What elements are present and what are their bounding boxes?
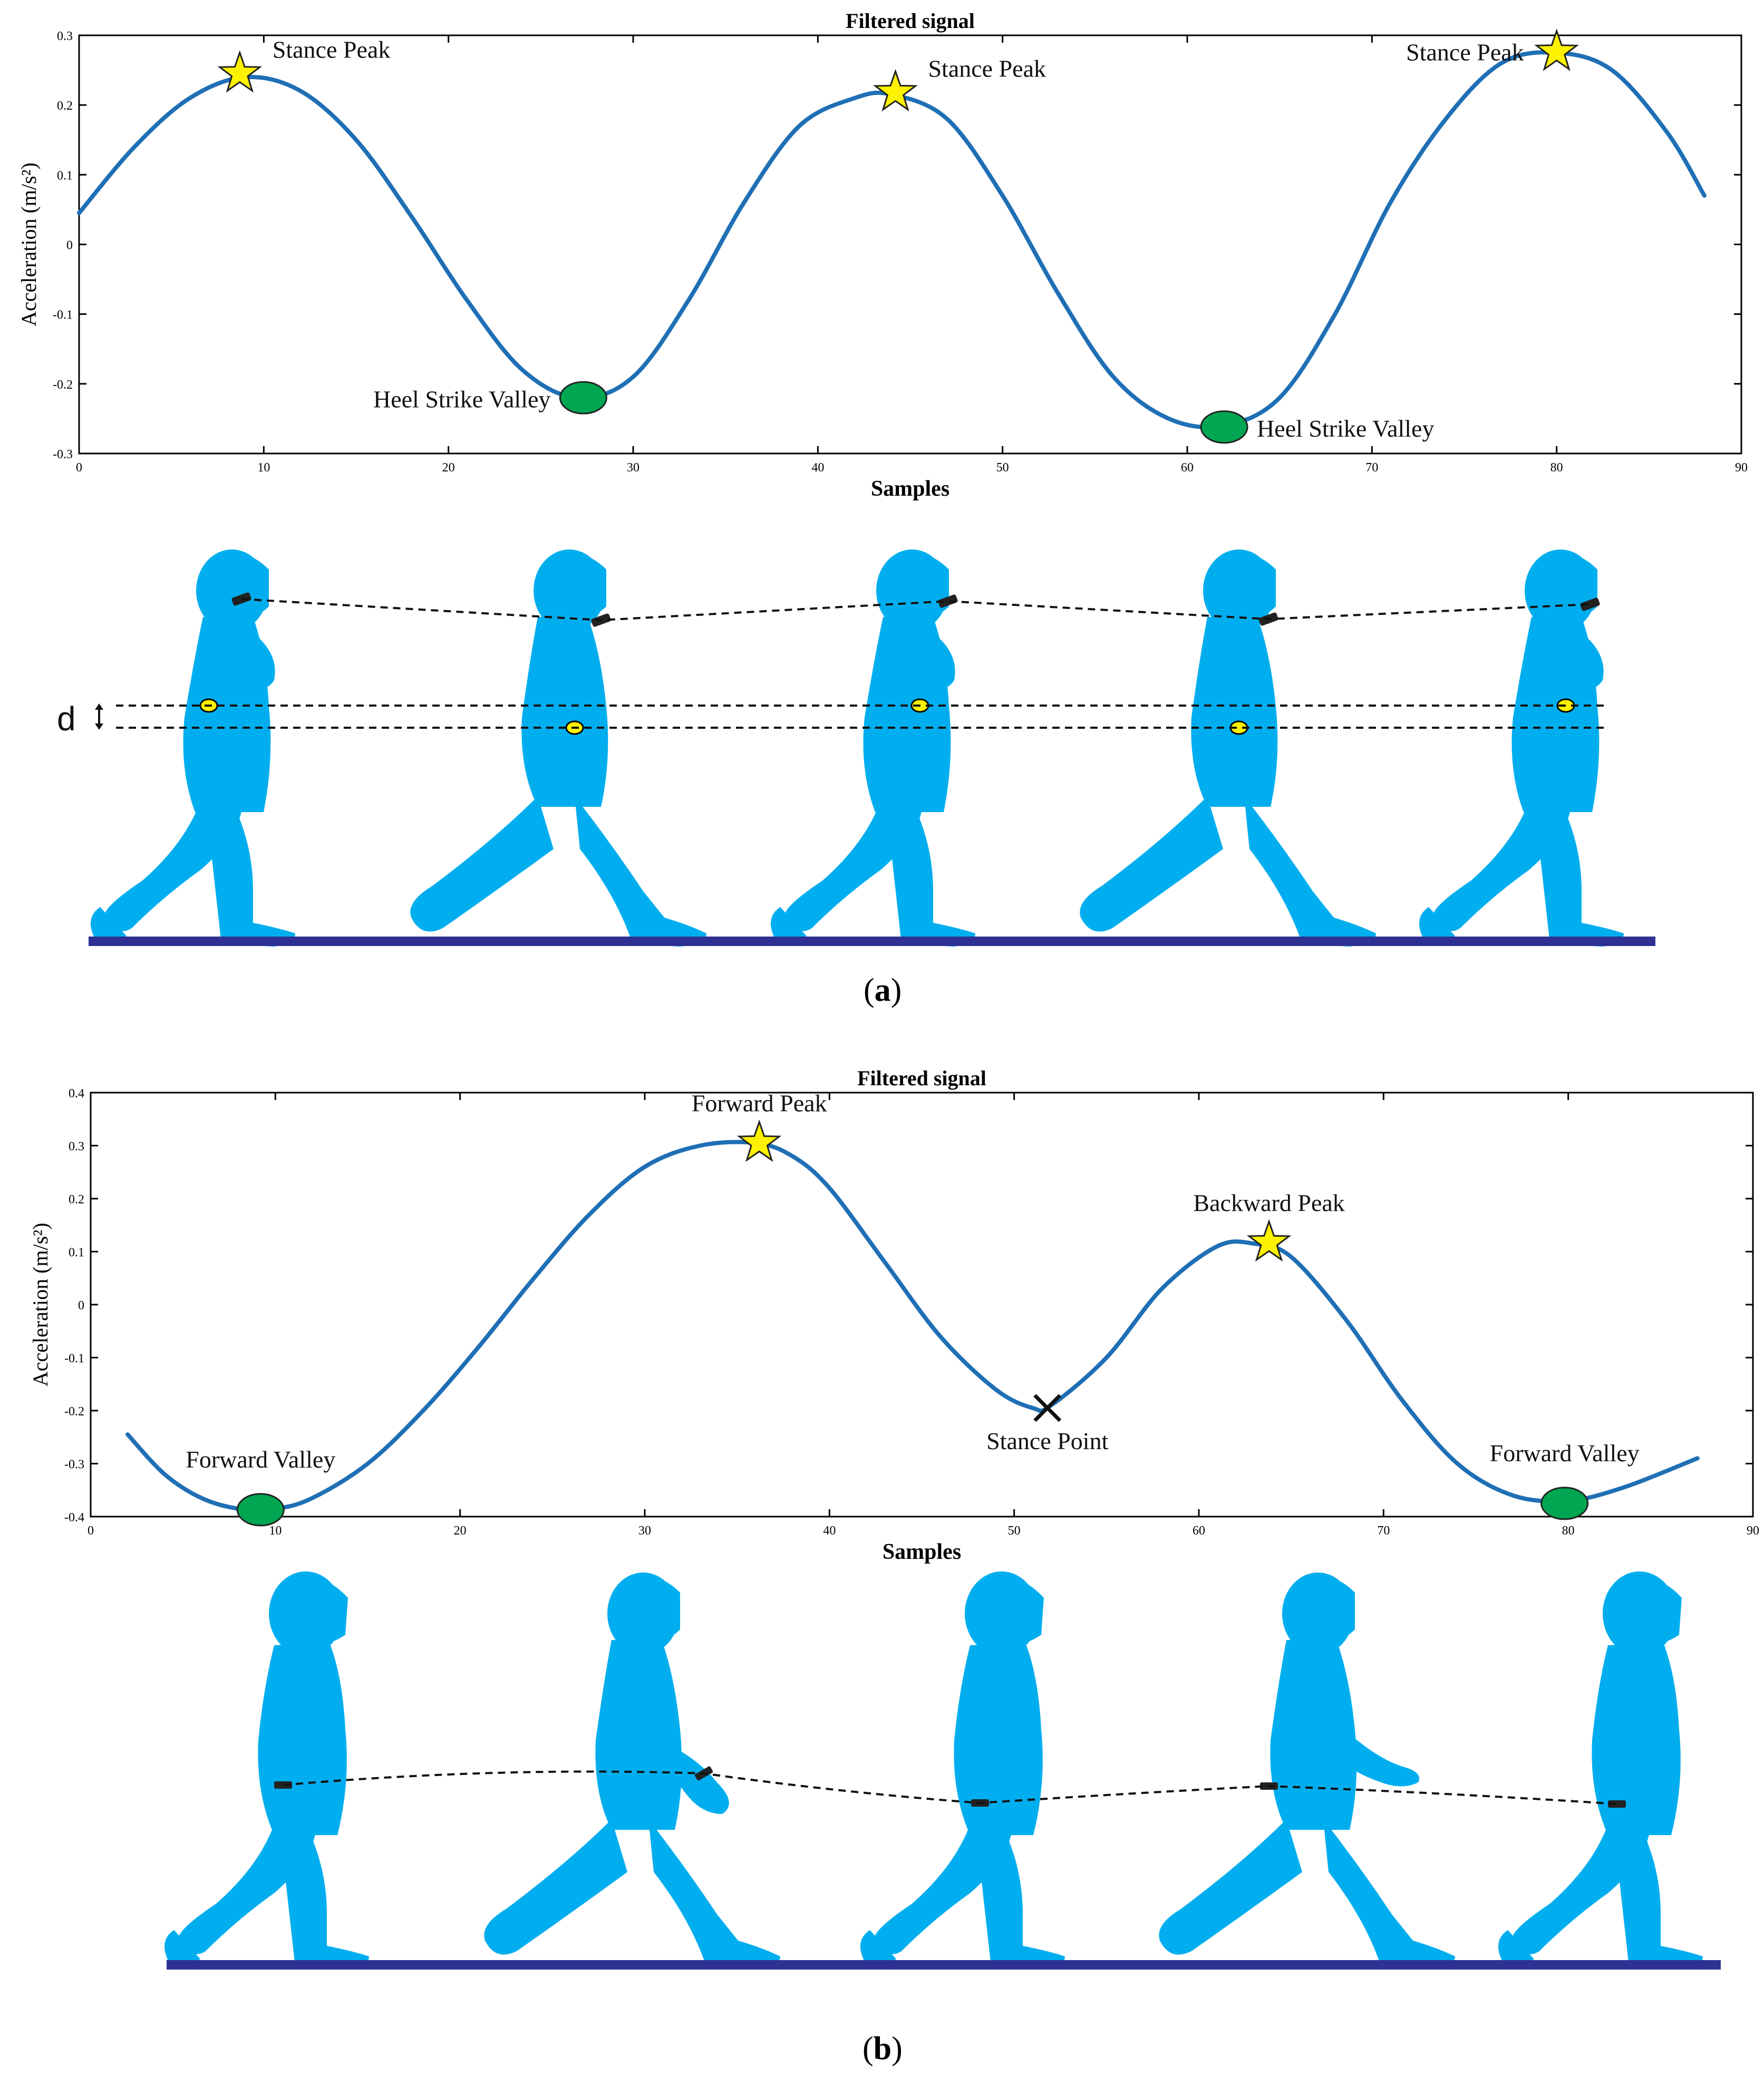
x-tick-label: 30 [627, 461, 639, 475]
walking-illustration-a: d (a) [57, 549, 1655, 1008]
chart-title: Filtered signal [857, 1066, 986, 1090]
peak-star-marker [217, 50, 263, 93]
x-axis-label: Samples [883, 1540, 961, 1564]
marker-label: Heel Strike Valley [373, 385, 550, 412]
x-tick-label: 30 [638, 1524, 651, 1538]
walker-figure [91, 549, 295, 947]
x-tick-label: 60 [1181, 461, 1194, 475]
marker-label: Backward Peak [1193, 1189, 1344, 1216]
y-axis-label: Acceleration (m/s²) [28, 1223, 52, 1387]
marker-label: Stance Peak [928, 55, 1046, 82]
walker-figure [1498, 1571, 1703, 1970]
chart-a: Filtered signal 0 10 20 30 40 50 60 70 80 90 -0.3 -0… [17, 9, 1748, 501]
ground-line [167, 1960, 1721, 1970]
x-tick-label: 20 [442, 461, 455, 475]
x-tick-label: 20 [454, 1524, 467, 1538]
y-tick-label: 0.3 [57, 30, 73, 43]
walker-figure [860, 1571, 1065, 1970]
y-tick-label: -0.1 [64, 1352, 84, 1366]
peak-star-marker [1246, 1219, 1292, 1262]
marker-label: Stance Point [986, 1427, 1108, 1454]
x-tick-label: 60 [1193, 1524, 1205, 1538]
stance-cross-marker [1033, 1394, 1062, 1422]
y-tick-label: -0.4 [64, 1511, 84, 1525]
x-tick-label: 40 [811, 461, 824, 475]
y-tick-label: 0.3 [69, 1140, 84, 1154]
x-tick-label: 80 [1550, 461, 1563, 475]
y-tick-label: 0 [78, 1299, 84, 1313]
x-tick-label: 90 [1747, 1524, 1759, 1538]
valley-ellipse-marker [1200, 410, 1248, 444]
panel-label-b: (b) [862, 2031, 903, 2067]
y-tick-label: -0.2 [53, 378, 73, 392]
walking-illustration-b: (b) [164, 1571, 1721, 2067]
x-tick-label: 0 [88, 1524, 94, 1538]
series-line [125, 1140, 1700, 1512]
marker-label: Heel Strike Valley [1257, 415, 1434, 442]
y-tick-label: 0.2 [69, 1193, 84, 1207]
y-axis-label: Acceleration (m/s²) [17, 162, 41, 326]
y-tick-label: 0.1 [69, 1246, 84, 1260]
y-tick-label: 0.2 [57, 99, 73, 113]
x-tick-label: 10 [257, 461, 270, 475]
x-tick-label: 50 [1008, 1524, 1021, 1538]
x-tick-label: 0 [76, 461, 82, 475]
wrist-trajectory-line [283, 1770, 1617, 1805]
walker-arm [1329, 1719, 1419, 1787]
marker-label: Stance Peak [1406, 39, 1524, 66]
walker-figure [1419, 549, 1624, 947]
peak-star-marker [736, 1119, 782, 1162]
valley-ellipse-marker [559, 381, 607, 414]
belt-sensor-icon [199, 698, 1575, 735]
walker-figure [164, 1571, 369, 1970]
y-tick-label: 0 [66, 239, 73, 253]
y-tick-label: 0.1 [57, 169, 73, 182]
wrist-sensor-icon [274, 1766, 1626, 1808]
x-tick-label: 50 [996, 461, 1009, 475]
x-tick-label: 80 [1562, 1524, 1575, 1538]
valley-ellipse-marker [1540, 1487, 1589, 1520]
walker-figure [410, 549, 706, 947]
peak-star-marker [873, 69, 918, 112]
panel-label-a: (a) [864, 972, 902, 1008]
y-tick-label: 0.4 [69, 1087, 84, 1101]
ground-line [89, 937, 1655, 946]
x-axis-label: Samples [871, 477, 949, 501]
series-line [77, 50, 1707, 430]
walker-arm [654, 1740, 729, 1814]
peak-star-marker [1534, 28, 1579, 71]
x-tick-label: 40 [823, 1524, 836, 1538]
y-tick-label: -0.1 [53, 308, 73, 322]
walker-figure [1080, 549, 1376, 947]
marker-label: Forward Peak [692, 1089, 827, 1116]
y-tick-label: -0.3 [64, 1458, 84, 1472]
valley-ellipse-marker [236, 1493, 285, 1527]
x-tick-label: 70 [1365, 461, 1378, 475]
y-tick-label: -0.3 [53, 448, 73, 461]
marker-label: Forward Valley [1490, 1440, 1640, 1467]
x-tick-label: 10 [269, 1524, 282, 1538]
walker-figure [484, 1573, 780, 1970]
x-tick-label: 70 [1377, 1524, 1390, 1538]
marker-label: Stance Peak [273, 36, 391, 63]
y-tick-label: -0.2 [64, 1405, 84, 1419]
chart-b: Filtered signal 0 10 20 30 40 50 60 70 80 90 -0.4 -0… [28, 1066, 1759, 1564]
x-tick-label: 90 [1735, 461, 1748, 475]
marker-label: Forward Valley [186, 1446, 335, 1473]
double-arrow-icon [95, 703, 103, 730]
displacement-label: d [57, 700, 76, 738]
chart-title: Filtered signal [846, 9, 975, 33]
